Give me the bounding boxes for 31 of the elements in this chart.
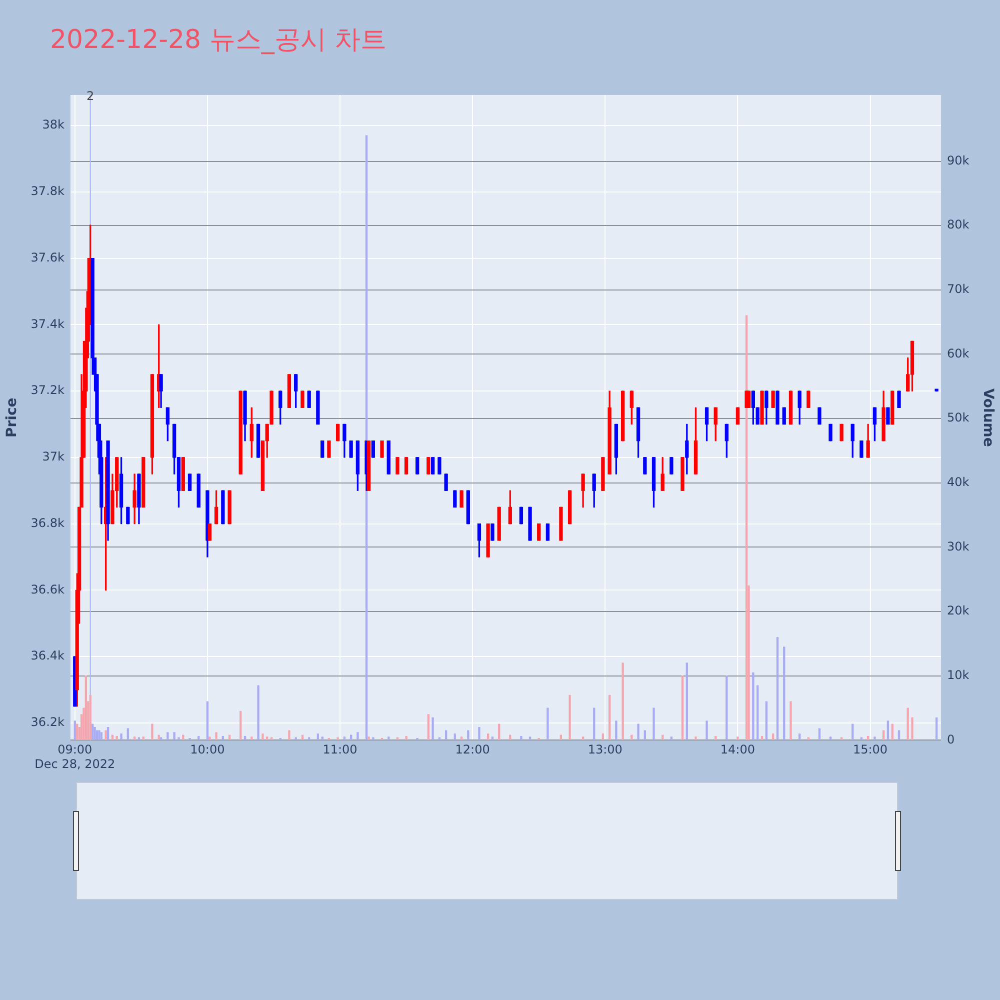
- chart-title: 2022-12-28 뉴스_공시 차트: [50, 24, 387, 57]
- y-tick-label: 36.2k: [30, 715, 65, 730]
- y2-tick-label: 20k: [946, 604, 970, 618]
- x-tick-label: 12:00: [455, 742, 490, 757]
- y2-tick-label: 70k: [946, 282, 970, 296]
- x-tick-label: 09:00 Dec 28, 2022: [34, 742, 116, 771]
- x-tick-label: 10:00: [190, 742, 225, 757]
- y2-tick-label: 10k: [946, 668, 970, 682]
- y-tick-label: 37k: [42, 450, 65, 464]
- y-tick-label: 37.6k: [30, 250, 65, 264]
- y2-tick-label: 0: [946, 732, 955, 746]
- y2-axis-title: Volume: [980, 388, 996, 447]
- x-tick-label: 15:00: [852, 742, 888, 757]
- ref-line-label: 2: [86, 89, 94, 104]
- y2-tick-label: 40k: [946, 475, 970, 490]
- y2-tick-label: 60k: [946, 346, 970, 360]
- y-tick-label: 36.6k: [30, 582, 65, 596]
- x-tick-label: 13:00: [588, 742, 622, 757]
- y2-tick-label: 30k: [946, 539, 970, 554]
- y2-tick-label: 50k: [946, 410, 970, 425]
- x-tick-label: 11:00: [322, 742, 358, 757]
- y-axis-title: Price: [4, 398, 20, 438]
- y-tick-label: 36.8k: [30, 516, 65, 530]
- y-tick-label: 38k: [42, 118, 65, 132]
- y2-tick-label: 90k: [946, 153, 970, 168]
- y-tick-label: 36.4k: [30, 648, 65, 663]
- y-tick-label: 37.8k: [30, 184, 65, 198]
- y-tick-label: 37.4k: [30, 316, 65, 331]
- y-tick-label: 37.2k: [30, 383, 65, 398]
- x-tick-label: 14:00: [720, 742, 756, 757]
- y2-tick-label: 80k: [946, 218, 970, 232]
